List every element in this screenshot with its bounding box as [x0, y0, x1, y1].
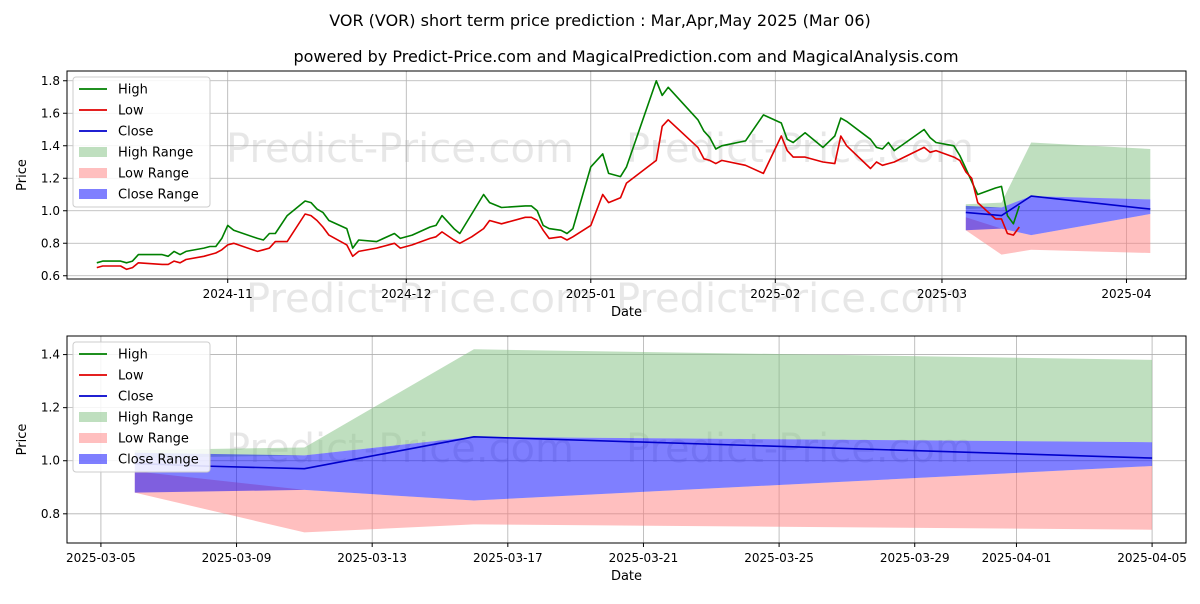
panel-top: Predict-Price.com Predict-Price.com Predic…	[15, 70, 1187, 322]
x-tick-label: 2025-03-17	[473, 551, 543, 565]
y-tick-label: 1.4	[41, 139, 60, 153]
legend-label-high: High	[118, 83, 148, 98]
legend-label-high-range: High Range	[118, 411, 193, 426]
legend-box	[72, 341, 211, 473]
chart-subtitle: powered by Predict-Price.com and Magical…	[293, 47, 958, 66]
legend-label-close-range: Close Range	[118, 453, 199, 468]
legend-label-close-range: Close Range	[118, 188, 199, 203]
watermark-text: Predict-Price.com	[246, 276, 594, 322]
legend-label-high: High	[118, 348, 148, 363]
axes-frame	[66, 335, 1187, 544]
x-tick-label: 2025-04-01	[982, 551, 1052, 565]
y-tick-label: 0.6	[41, 269, 60, 283]
y-axis-label: Price	[15, 424, 30, 456]
close-line	[965, 195, 1151, 217]
high-range-band	[134, 349, 1153, 459]
x-tick-label: 2025-03-05	[66, 551, 136, 565]
watermark-text: Predict-Price.com	[226, 126, 574, 172]
x-tick-label: 2025-04	[1101, 287, 1151, 301]
low-range-band	[965, 214, 1151, 255]
legend-label-low-range: Low Range	[118, 432, 189, 447]
x-tick-label: 2024-12	[381, 287, 431, 301]
x-tick-label: 2025-03-13	[337, 551, 407, 565]
watermark-text: Predict-Price.com	[616, 276, 964, 322]
axes-frame	[66, 70, 1187, 280]
legend-label-high-range: High Range	[118, 146, 193, 161]
x-axis-label: Date	[611, 569, 642, 584]
legend-swatch-close-range	[79, 189, 107, 199]
legend-swatch-close-range	[79, 454, 107, 464]
y-tick-label: 0.8	[41, 236, 60, 250]
legend-swatch-low-range	[79, 168, 107, 178]
y-tick-label: 1.4	[41, 348, 60, 362]
legend-swatch-low-range	[79, 433, 107, 443]
watermark: Predict-Price.com Predict-Price.com Predic…	[226, 126, 974, 322]
x-tick-label: 2025-03-25	[744, 551, 814, 565]
legend-label-close: Close	[118, 390, 153, 405]
x-tick-label: 2025-02	[750, 287, 800, 301]
x-tick-label: 2024-11	[203, 287, 253, 301]
high-line	[96, 80, 1021, 264]
y-tick-label: 1.0	[41, 454, 60, 468]
y-tick-label: 1.8	[41, 74, 60, 88]
low-line	[96, 119, 1020, 271]
x-tick-label: 2025-03-21	[609, 551, 679, 565]
legend-swatch-high-range	[79, 412, 107, 422]
plot-layer	[134, 349, 1153, 533]
x-axis-label: Date	[611, 305, 642, 320]
y-tick-label: 0.8	[41, 507, 60, 521]
x-tick-label: 2025-04-05	[1117, 551, 1187, 565]
y-tick-label: 1.6	[41, 106, 60, 120]
low-range-band	[134, 466, 1153, 533]
legend-swatch-high-range	[79, 147, 107, 157]
legend-box	[72, 76, 211, 208]
x-tick-label: 2025-03-29	[880, 551, 950, 565]
chart-title: VOR (VOR) short term price prediction : …	[329, 11, 871, 30]
plot-layer	[96, 80, 1151, 271]
legend-label-low-range: Low Range	[118, 167, 189, 182]
y-axis-label: Price	[15, 159, 30, 191]
x-tick-label: 2025-03	[917, 287, 967, 301]
legend-label-low: Low	[118, 369, 144, 384]
legend: High Low Close High Range Low Range Close Ran…	[72, 341, 211, 473]
x-tick-label: 2025-03-09	[202, 551, 272, 565]
x-tick-label: 2025-01	[566, 287, 616, 301]
legend-label-close: Close	[118, 125, 153, 140]
y-tick-label: 1.2	[41, 171, 60, 185]
legend: High Low Close High Range Low Range Close Ran…	[72, 76, 211, 208]
y-tick-label: 1.0	[41, 204, 60, 218]
close-range-band	[965, 196, 1151, 236]
high-range-band	[965, 142, 1151, 210]
y-tick-label: 1.2	[41, 401, 60, 415]
panel-bottom: Predict-Price.comPredict-Price.com2025-0…	[15, 335, 1187, 584]
legend-label-low: Low	[118, 104, 144, 119]
